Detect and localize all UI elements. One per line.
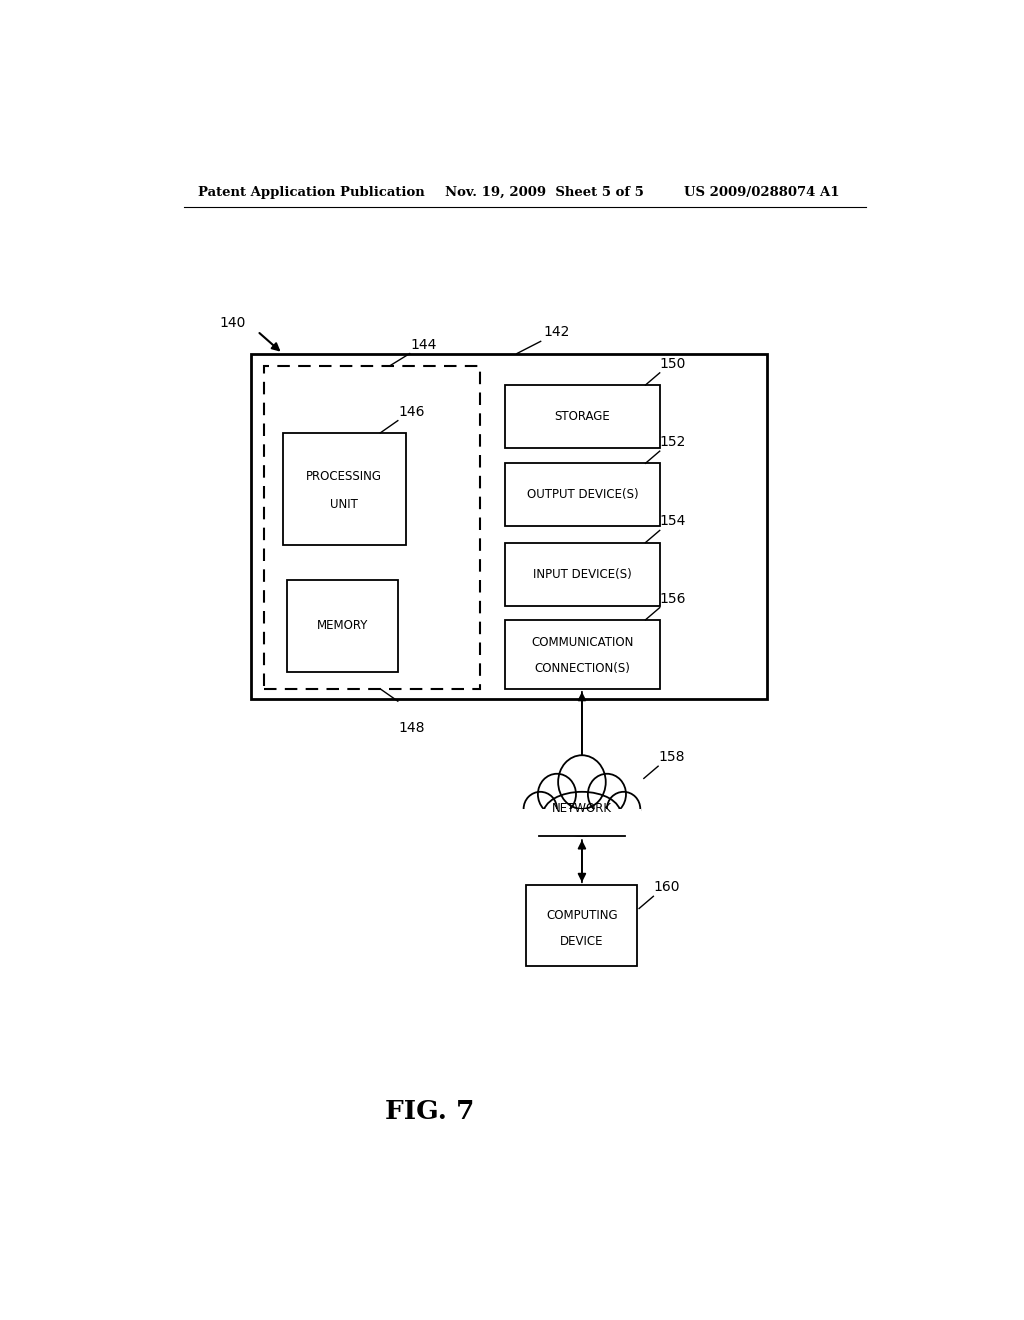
Text: FIG. 7: FIG. 7: [385, 1100, 474, 1125]
Text: COMMUNICATION: COMMUNICATION: [531, 636, 634, 648]
Text: 158: 158: [658, 750, 685, 764]
Text: 140: 140: [219, 315, 246, 330]
Bar: [251, 354, 767, 700]
Text: 152: 152: [659, 436, 686, 449]
Text: 146: 146: [398, 405, 425, 418]
Bar: [505, 620, 659, 689]
Text: INPUT DEVICE(S): INPUT DEVICE(S): [532, 568, 632, 581]
Text: 160: 160: [653, 880, 680, 894]
Text: COMPUTING: COMPUTING: [546, 909, 617, 923]
Bar: [264, 366, 480, 689]
Text: 154: 154: [659, 515, 686, 528]
Bar: [526, 886, 638, 966]
Bar: [505, 463, 659, 527]
Text: DEVICE: DEVICE: [560, 935, 604, 948]
Text: OUTPUT DEVICE(S): OUTPUT DEVICE(S): [526, 488, 638, 502]
Ellipse shape: [588, 774, 626, 814]
Bar: [283, 433, 406, 545]
Text: 142: 142: [543, 325, 569, 339]
Bar: [287, 581, 398, 672]
Text: 148: 148: [398, 722, 425, 735]
Text: UNIT: UNIT: [331, 499, 358, 511]
Bar: [505, 385, 659, 447]
Ellipse shape: [544, 792, 621, 836]
Ellipse shape: [538, 774, 575, 814]
Text: Patent Application Publication: Patent Application Publication: [198, 186, 425, 199]
Text: NETWORK: NETWORK: [552, 803, 612, 816]
Bar: [522, 809, 641, 836]
Text: Nov. 19, 2009  Sheet 5 of 5: Nov. 19, 2009 Sheet 5 of 5: [445, 186, 644, 199]
Bar: [505, 543, 659, 606]
Text: 150: 150: [659, 356, 686, 371]
Text: CONNECTION(S): CONNECTION(S): [535, 663, 631, 675]
Text: 144: 144: [411, 338, 437, 351]
Text: PROCESSING: PROCESSING: [306, 470, 382, 483]
Text: 156: 156: [659, 591, 686, 606]
Text: US 2009/0288074 A1: US 2009/0288074 A1: [684, 186, 839, 199]
Text: MEMORY: MEMORY: [316, 619, 368, 632]
Text: STORAGE: STORAGE: [554, 411, 610, 424]
Ellipse shape: [523, 792, 557, 826]
Ellipse shape: [558, 755, 606, 809]
Ellipse shape: [607, 792, 640, 826]
